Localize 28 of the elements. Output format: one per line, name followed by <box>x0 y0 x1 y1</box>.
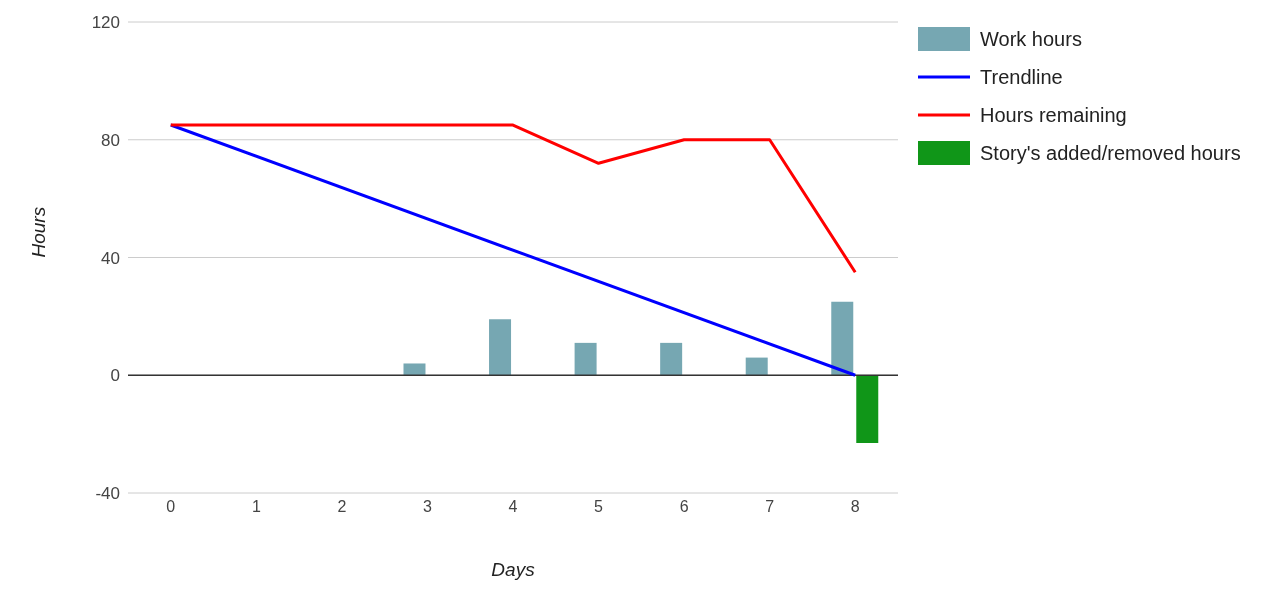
x-tick-label: 1 <box>251 498 261 516</box>
line-series <box>169 123 857 274</box>
legend-label: Story's added/removed hours <box>980 141 1242 166</box>
bar <box>856 375 879 443</box>
bar <box>831 301 854 376</box>
x-tick-label: 8 <box>850 498 860 516</box>
x-tick-label: 4 <box>508 498 518 516</box>
bar <box>745 357 768 376</box>
legend-label: Trendline <box>980 65 1064 90</box>
x-tick-label: 3 <box>422 498 432 516</box>
x-tick-label: 6 <box>679 498 689 516</box>
y-tick-label: -40 <box>95 484 120 504</box>
bar <box>660 342 683 376</box>
y-tick-label: 0 <box>110 366 120 386</box>
x-tick-label: 2 <box>337 498 347 516</box>
x-axis-title: Days <box>491 559 536 580</box>
x-tick-label: 0 <box>166 498 176 516</box>
bar <box>403 363 426 376</box>
y-tick-label: 120 <box>91 13 120 33</box>
x-tick-label: 5 <box>594 498 604 516</box>
legend-label: Work hours <box>980 27 1083 52</box>
bar <box>574 342 597 376</box>
legend-label: Hours remaining <box>980 103 1128 128</box>
y-tick-label: 40 <box>101 248 120 268</box>
y-tick-label: 80 <box>101 130 120 150</box>
bar <box>489 319 512 376</box>
y-axis-title: Hours <box>27 206 49 258</box>
x-tick-label: 7 <box>765 498 775 516</box>
